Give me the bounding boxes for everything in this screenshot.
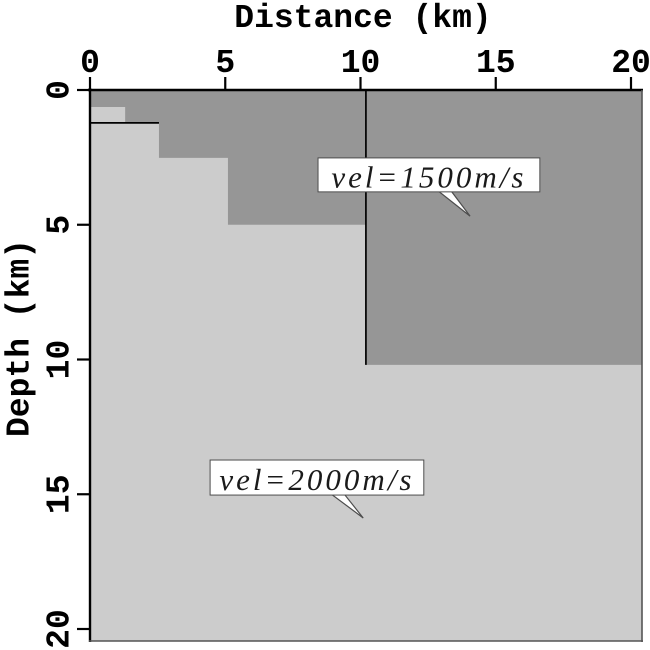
x-tick-label: 10 — [341, 45, 381, 82]
callout-box-2000 — [209, 459, 425, 496]
y-tick-label: 10 — [42, 340, 79, 380]
x-tick-label: 20 — [611, 45, 650, 82]
callout-text-1500: vel=1500m/s — [331, 159, 526, 194]
x-tick-label: 0 — [80, 45, 100, 82]
x-axis-title: Distance (km) — [234, 0, 492, 37]
y-tick-label: 15 — [42, 474, 79, 514]
callout-box-1500 — [317, 157, 541, 193]
x-tick-label: 5 — [215, 45, 235, 82]
y-axis-title: Depth (km) — [1, 238, 39, 438]
y-tick-label: 0 — [42, 80, 79, 100]
y-tick-label: 20 — [42, 609, 79, 649]
x-tick-label: 15 — [476, 45, 516, 82]
callout-text-2000: vel=2000m/s — [219, 462, 414, 497]
y-tick-label: 5 — [42, 215, 79, 235]
